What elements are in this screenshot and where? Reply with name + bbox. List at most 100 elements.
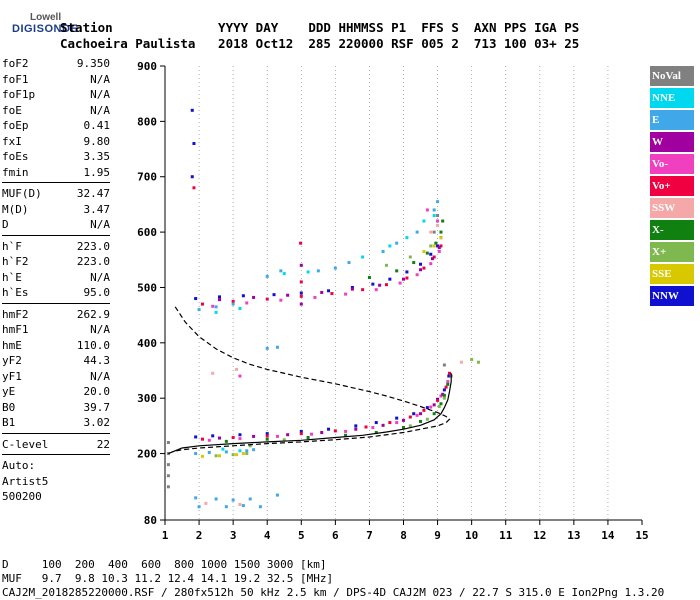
echo-point bbox=[429, 244, 433, 248]
logo-line1: Lowell bbox=[30, 12, 62, 23]
echo-point bbox=[320, 431, 324, 435]
echo-point bbox=[405, 270, 409, 274]
x-tick-label: 13 bbox=[567, 529, 580, 542]
param-separator bbox=[2, 234, 110, 236]
x-tick-label: 5 bbox=[298, 529, 305, 542]
echo-point bbox=[279, 269, 283, 273]
param-row-fmin: fmin 1.95 bbox=[2, 165, 110, 181]
legend-item-vo-: Vo+ bbox=[650, 176, 694, 196]
echo-point bbox=[231, 436, 235, 440]
echo-point bbox=[166, 440, 170, 444]
echo-point bbox=[211, 434, 215, 438]
x-tick-label: 3 bbox=[230, 529, 237, 542]
footer-distance-row: D 100 200 400 600 800 1000 1500 3000 [km… bbox=[2, 558, 327, 571]
echo-point bbox=[415, 273, 419, 277]
echo-point bbox=[299, 302, 303, 306]
echo-point bbox=[405, 276, 409, 280]
echo-point bbox=[350, 285, 354, 289]
echo-point bbox=[166, 474, 170, 478]
echo-point bbox=[190, 108, 194, 112]
param-row-hmf1: hmF1 N/A bbox=[2, 322, 110, 338]
param-separator bbox=[2, 432, 110, 434]
echo-point bbox=[218, 298, 222, 302]
echo-point bbox=[439, 236, 443, 240]
echo-point bbox=[310, 432, 314, 436]
echo-point bbox=[381, 249, 385, 253]
echo-point bbox=[211, 304, 215, 308]
echo-point bbox=[197, 505, 201, 509]
param-name: MUF(D) bbox=[2, 187, 42, 200]
param-value: 223.0 bbox=[76, 255, 110, 268]
param-value: N/A bbox=[90, 270, 110, 284]
echo-point bbox=[241, 504, 245, 508]
echo-point bbox=[320, 290, 324, 294]
echo-point bbox=[241, 294, 245, 298]
param-value: 3.35 bbox=[83, 150, 111, 163]
echo-point bbox=[194, 297, 198, 301]
echo-point bbox=[265, 434, 269, 438]
echo-point bbox=[425, 251, 429, 255]
echo-point bbox=[231, 453, 235, 457]
param-name: B0 bbox=[2, 400, 16, 414]
echo-point bbox=[330, 292, 334, 296]
polarization-direction-legend: NoVal NNE E W Vo- Vo+ SSW X- X+ SSE NNW bbox=[650, 66, 694, 308]
echo-point bbox=[444, 385, 448, 389]
param-row-yf2: yF2 44.3 bbox=[2, 353, 110, 369]
legend-item-nne: NNE bbox=[650, 88, 694, 108]
echo-point bbox=[214, 497, 218, 501]
echo-point bbox=[238, 374, 242, 378]
echo-point bbox=[449, 374, 453, 378]
param-row-b1: B1 3.02 bbox=[2, 415, 110, 431]
echo-point bbox=[238, 437, 242, 441]
param-value: 20.0 bbox=[83, 385, 111, 398]
echo-point bbox=[436, 244, 440, 248]
param-row-clevel: C-level 22 bbox=[2, 437, 110, 453]
echo-point bbox=[238, 502, 242, 506]
echo-point bbox=[436, 398, 440, 402]
param-value: N/A bbox=[90, 323, 110, 336]
echo-point bbox=[224, 439, 228, 443]
param-value: 39.7 bbox=[83, 400, 111, 414]
echo-point bbox=[419, 262, 423, 266]
echo-point bbox=[245, 301, 249, 305]
param-value: N/A bbox=[90, 103, 110, 117]
param-row-mufd: MUF(D) 32.47 bbox=[2, 186, 110, 202]
echo-point bbox=[441, 219, 445, 223]
param-name: foF1 bbox=[2, 72, 29, 86]
param-extra-line: 500200 bbox=[2, 490, 42, 503]
echo-point bbox=[422, 266, 426, 270]
echo-point bbox=[252, 295, 256, 299]
param-value: 22 bbox=[96, 437, 110, 451]
echo-point bbox=[252, 448, 256, 452]
echo-point bbox=[415, 230, 419, 234]
param-name: M(D) bbox=[2, 202, 29, 216]
echo-point bbox=[200, 437, 204, 441]
profile-curve-solid bbox=[168, 373, 452, 455]
echo-point bbox=[361, 288, 365, 292]
legend-item-w: W bbox=[650, 132, 694, 152]
echo-point bbox=[313, 295, 317, 299]
echo-point bbox=[218, 436, 222, 440]
echo-point bbox=[408, 255, 412, 259]
echo-point bbox=[218, 295, 222, 299]
echo-point bbox=[194, 452, 198, 456]
param-value: 1.95 bbox=[83, 165, 111, 179]
echo-point bbox=[429, 252, 433, 256]
param-value: 223.0 bbox=[76, 239, 110, 253]
echo-point bbox=[432, 255, 436, 259]
param-name: h`E bbox=[2, 270, 22, 284]
param-row-fof1p: foF1p N/A bbox=[2, 87, 110, 103]
echo-point bbox=[211, 371, 215, 375]
param-name: h`Es bbox=[2, 286, 29, 299]
echo-point bbox=[439, 236, 443, 240]
echo-point bbox=[415, 413, 419, 417]
echo-point bbox=[364, 425, 368, 429]
legend-item-ssw: SSW bbox=[650, 198, 694, 218]
param-name: B1 bbox=[2, 416, 16, 429]
echo-point bbox=[252, 434, 256, 438]
y-tick-label: 600 bbox=[137, 226, 157, 239]
param-row-fof1: foF1 N/A bbox=[2, 72, 110, 88]
echo-point bbox=[207, 438, 211, 442]
echo-point bbox=[214, 454, 218, 458]
param-name: hmE bbox=[2, 338, 22, 352]
